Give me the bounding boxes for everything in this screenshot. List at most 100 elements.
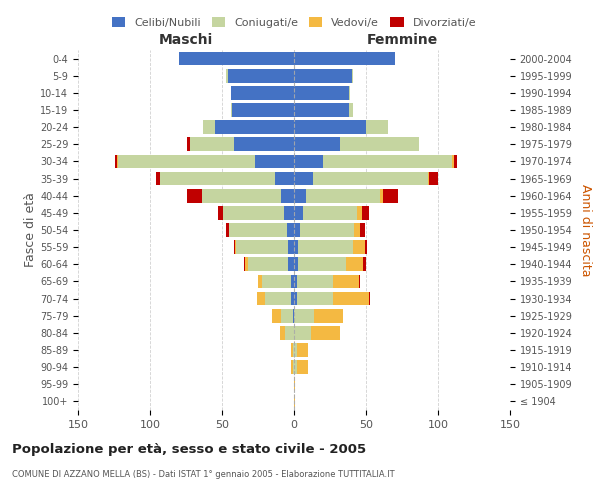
Bar bbox=[380, 189, 383, 202]
Bar bbox=[226, 223, 229, 237]
Bar bbox=[160, 172, 275, 185]
Bar bbox=[291, 292, 294, 306]
Bar bbox=[262, 274, 291, 288]
Bar bbox=[275, 172, 294, 185]
Bar bbox=[228, 69, 294, 82]
Bar bbox=[300, 223, 355, 237]
Bar bbox=[233, 240, 235, 254]
Bar bbox=[281, 189, 294, 202]
Bar bbox=[229, 223, 287, 237]
Bar bbox=[294, 343, 297, 357]
Bar bbox=[294, 120, 366, 134]
Bar bbox=[428, 172, 430, 185]
Bar bbox=[358, 206, 362, 220]
Bar bbox=[203, 120, 215, 134]
Bar bbox=[284, 206, 294, 220]
Bar bbox=[383, 189, 398, 202]
Bar bbox=[360, 223, 365, 237]
Bar bbox=[218, 206, 223, 220]
Bar bbox=[293, 309, 294, 322]
Bar bbox=[297, 360, 308, 374]
Bar bbox=[245, 258, 248, 271]
Bar bbox=[346, 258, 363, 271]
Bar bbox=[362, 206, 369, 220]
Bar bbox=[313, 172, 428, 185]
Bar bbox=[291, 360, 293, 374]
Bar bbox=[294, 258, 298, 271]
Bar bbox=[223, 206, 284, 220]
Bar bbox=[294, 240, 298, 254]
Bar bbox=[294, 326, 311, 340]
Bar bbox=[297, 343, 308, 357]
Bar bbox=[230, 103, 232, 117]
Bar bbox=[333, 292, 369, 306]
Bar bbox=[294, 223, 300, 237]
Bar bbox=[226, 69, 228, 82]
Bar bbox=[297, 292, 333, 306]
Bar bbox=[293, 360, 294, 374]
Bar bbox=[305, 189, 380, 202]
Bar bbox=[294, 309, 314, 322]
Bar bbox=[294, 206, 302, 220]
Bar bbox=[294, 274, 297, 288]
Bar bbox=[236, 240, 288, 254]
Bar bbox=[294, 394, 295, 408]
Bar bbox=[353, 240, 365, 254]
Bar bbox=[294, 154, 323, 168]
Bar bbox=[363, 258, 366, 271]
Bar bbox=[272, 309, 281, 322]
Bar bbox=[298, 258, 346, 271]
Text: COMUNE DI AZZANO MELLA (BS) - Dati ISTAT 1° gennaio 2005 - Elaborazione TUTTITAL: COMUNE DI AZZANO MELLA (BS) - Dati ISTAT… bbox=[12, 470, 395, 479]
Bar bbox=[294, 360, 297, 374]
Bar bbox=[298, 240, 353, 254]
Bar bbox=[333, 274, 359, 288]
Bar bbox=[265, 292, 291, 306]
Bar bbox=[280, 326, 286, 340]
Bar bbox=[294, 172, 313, 185]
Bar bbox=[118, 154, 255, 168]
Bar bbox=[294, 86, 349, 100]
Bar bbox=[294, 103, 349, 117]
Bar bbox=[359, 274, 360, 288]
Text: Maschi: Maschi bbox=[159, 32, 213, 46]
Bar bbox=[190, 138, 233, 151]
Bar bbox=[366, 120, 388, 134]
Bar bbox=[187, 189, 202, 202]
Bar bbox=[115, 154, 117, 168]
Legend: Celibi/Nubili, Coniugati/e, Vedovi/e, Divorziati/e: Celibi/Nubili, Coniugati/e, Vedovi/e, Di… bbox=[107, 12, 481, 32]
Bar bbox=[255, 154, 294, 168]
Text: Femmine: Femmine bbox=[367, 32, 437, 46]
Bar bbox=[258, 274, 262, 288]
Bar bbox=[454, 154, 457, 168]
Bar bbox=[369, 292, 370, 306]
Bar bbox=[349, 103, 353, 117]
Bar bbox=[297, 274, 333, 288]
Bar bbox=[235, 240, 236, 254]
Bar bbox=[288, 258, 294, 271]
Bar bbox=[294, 292, 297, 306]
Bar bbox=[340, 138, 419, 151]
Bar bbox=[291, 343, 293, 357]
Bar bbox=[294, 69, 352, 82]
Bar bbox=[365, 240, 367, 254]
Bar bbox=[294, 52, 395, 66]
Bar bbox=[257, 292, 265, 306]
Bar bbox=[291, 274, 294, 288]
Bar bbox=[232, 103, 294, 117]
Bar bbox=[215, 120, 294, 134]
Text: Popolazione per età, sesso e stato civile - 2005: Popolazione per età, sesso e stato civil… bbox=[12, 442, 366, 456]
Bar bbox=[156, 172, 160, 185]
Bar bbox=[294, 189, 305, 202]
Bar bbox=[117, 154, 118, 168]
Bar bbox=[230, 86, 294, 100]
Bar bbox=[288, 240, 294, 254]
Y-axis label: Fasce di età: Fasce di età bbox=[24, 192, 37, 268]
Bar bbox=[314, 309, 343, 322]
Bar bbox=[202, 189, 281, 202]
Bar bbox=[311, 326, 340, 340]
Bar bbox=[244, 258, 245, 271]
Bar bbox=[302, 206, 358, 220]
Bar bbox=[349, 86, 350, 100]
Bar bbox=[233, 138, 294, 151]
Bar bbox=[294, 378, 295, 391]
